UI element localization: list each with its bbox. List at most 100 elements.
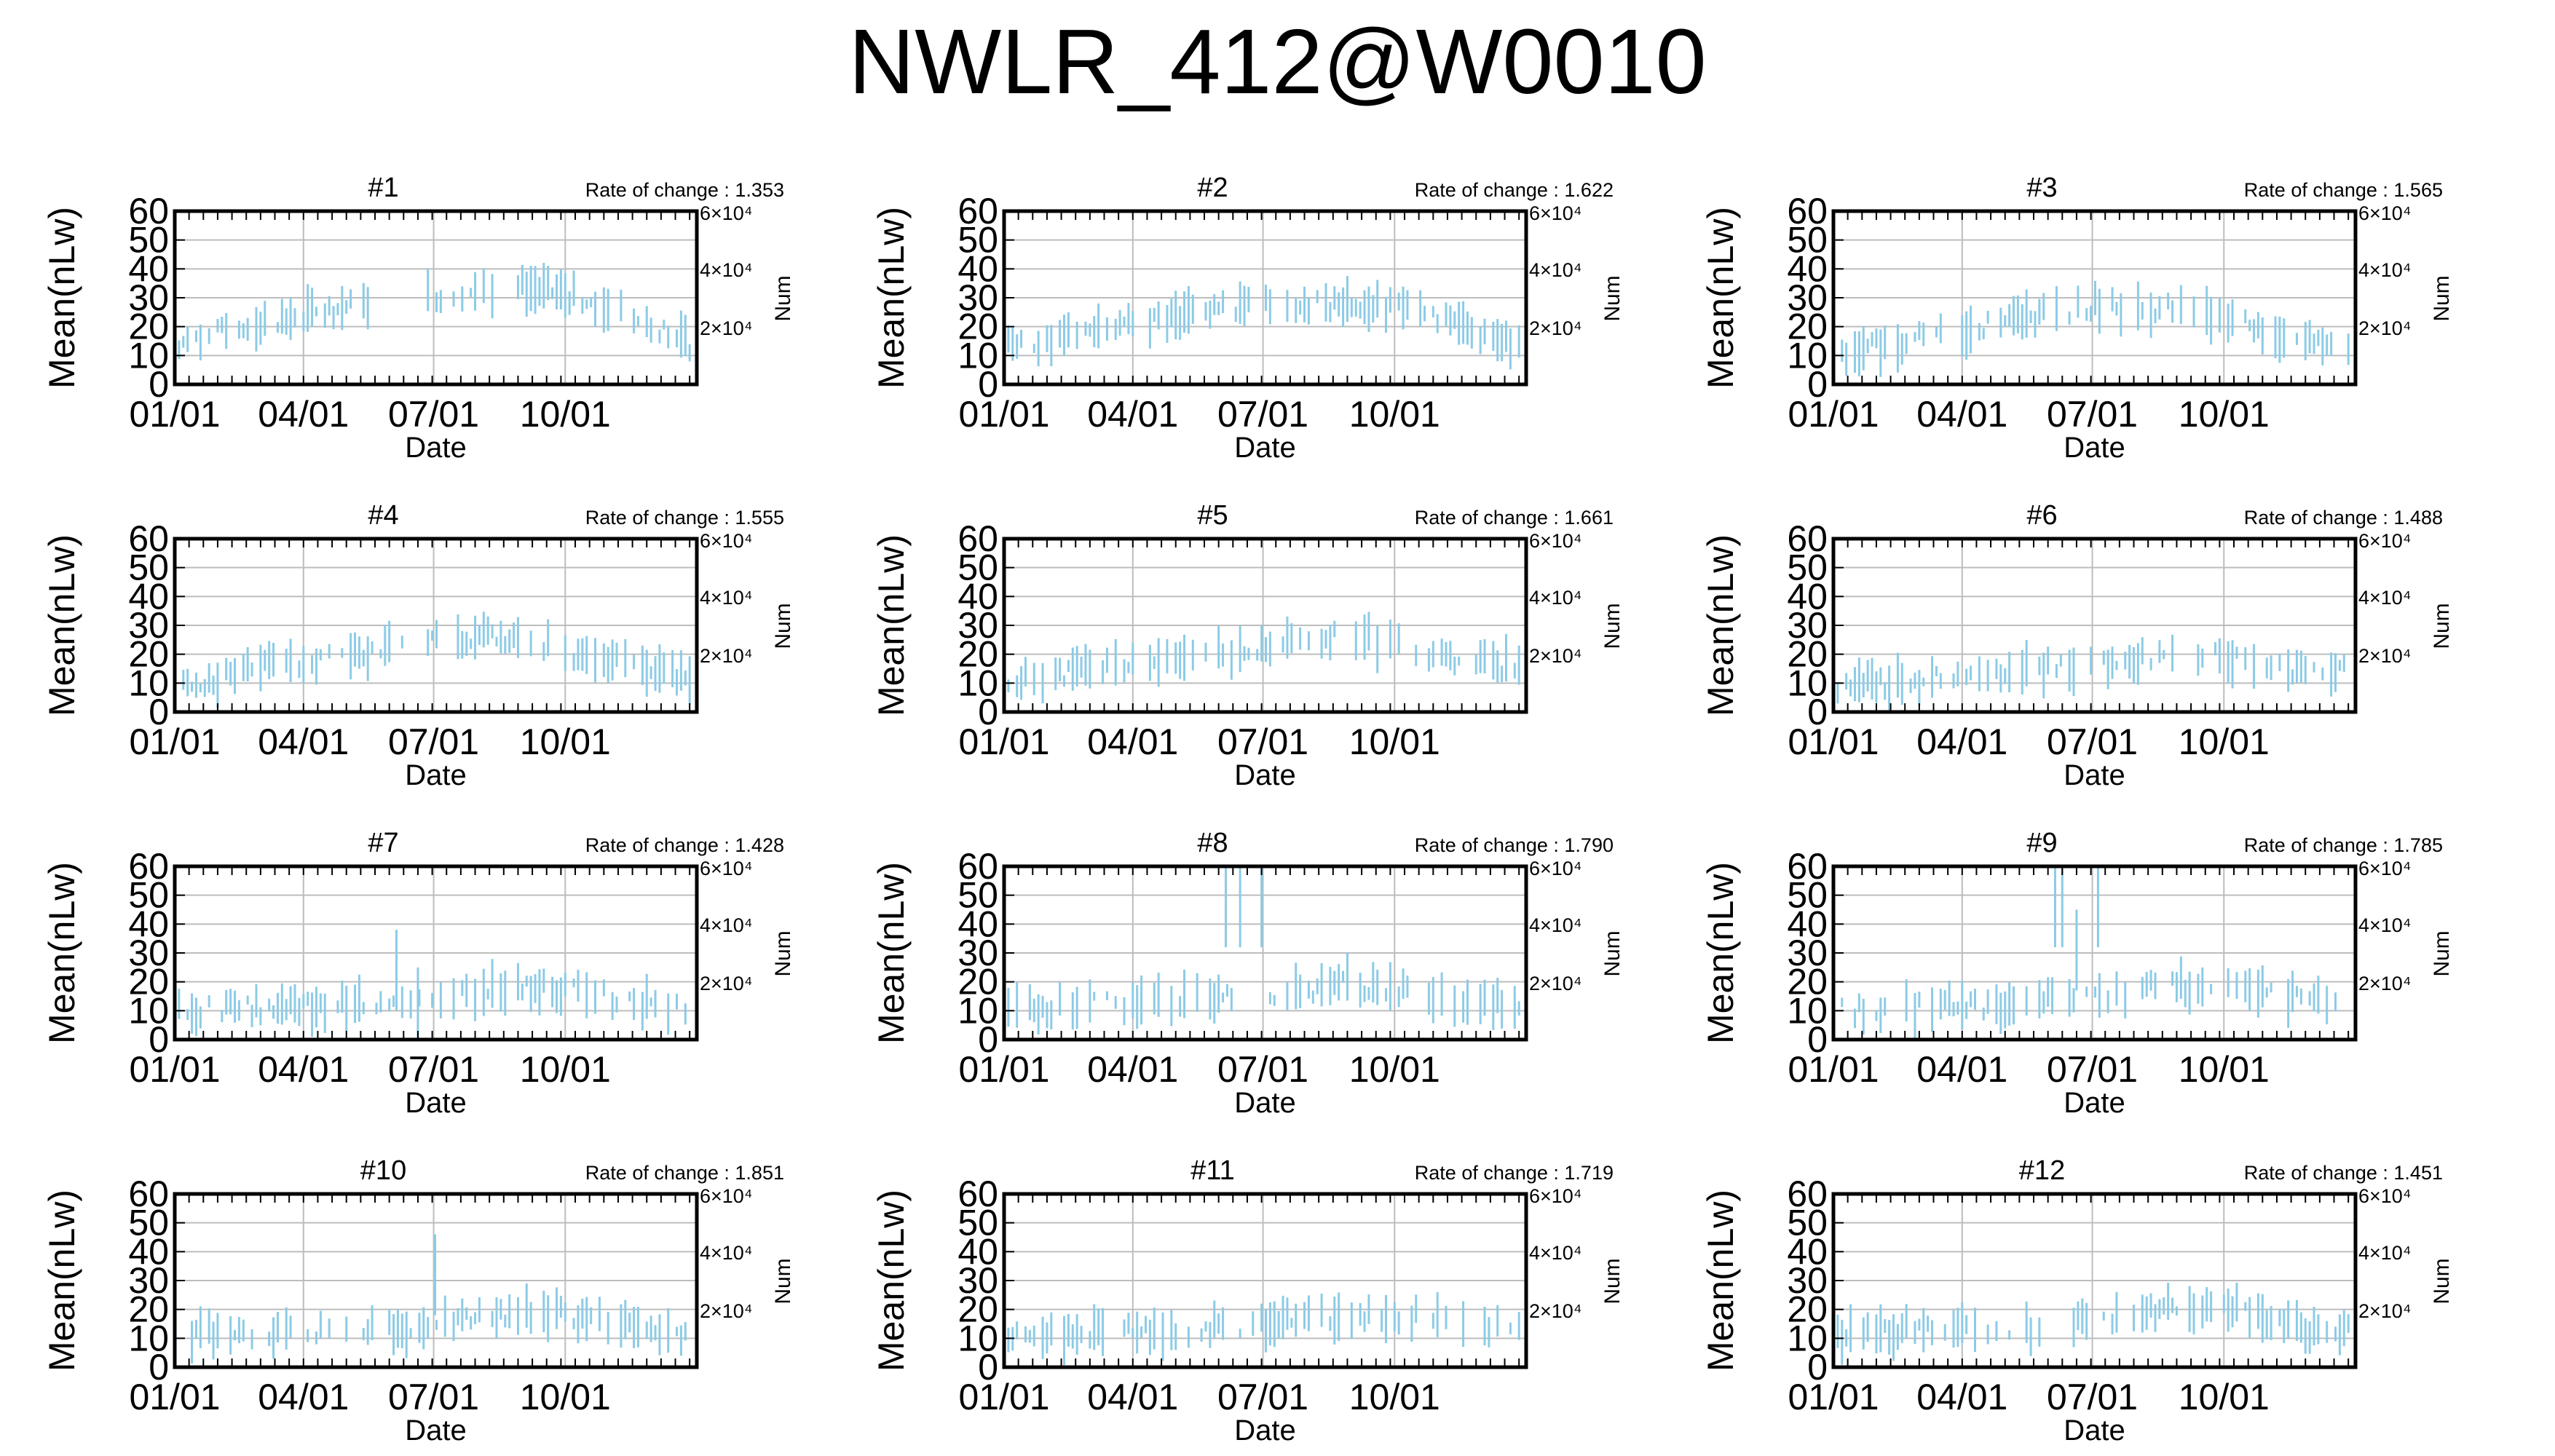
y-tick-label: 0	[978, 1347, 998, 1388]
y-tick-label: 60	[957, 1174, 998, 1214]
y-tick-label: 40	[1787, 248, 1828, 289]
y-tick-label: 30	[128, 933, 169, 973]
y-tick-label: 0	[978, 364, 998, 405]
right-axis-label: Num	[2430, 1258, 2454, 1304]
y-tick-label: 20	[1787, 306, 1828, 347]
right-tick-label: 4×10⁴	[700, 1242, 752, 1264]
panel-title: #2	[1197, 173, 1228, 203]
right-axis-label: Num	[2430, 275, 2454, 321]
x-axis-label: Date	[1234, 1415, 1296, 1447]
y-tick-label: 30	[1787, 277, 1828, 318]
y-tick-label: 20	[957, 634, 998, 675]
right-tick-label: 6×10⁴	[2358, 858, 2411, 879]
y-tick-label: 30	[957, 1260, 998, 1301]
right-tick-label: 2×10⁴	[1529, 973, 1581, 994]
x-axis-label: Date	[405, 1087, 467, 1119]
y-tick-label: 60	[1787, 518, 1828, 559]
x-tick-label: 07/01	[388, 1049, 479, 1090]
right-tick-label: 2×10⁴	[700, 973, 752, 994]
panel-title: #12	[2019, 1155, 2065, 1186]
right-tick-label: 2×10⁴	[1529, 1300, 1581, 1322]
x-tick-label: 01/01	[1788, 721, 1879, 762]
right-tick-label: 4×10⁴	[700, 587, 752, 609]
x-tick-label: 10/01	[520, 1377, 611, 1417]
y-tick-label: 0	[1807, 692, 1828, 732]
y-tick-label: 0	[149, 364, 169, 405]
x-tick-label: 07/01	[2047, 394, 2138, 435]
y-tick-label: 0	[1807, 1347, 1828, 1388]
x-tick-label: 04/01	[1916, 721, 2007, 762]
rate-of-change: Rate of change : 1.622	[1415, 179, 1614, 201]
y-tick-label: 30	[1787, 933, 1828, 973]
x-tick-label: 07/01	[388, 394, 479, 435]
x-axis-label: Date	[2064, 1087, 2125, 1119]
right-tick-label: 4×10⁴	[2358, 1242, 2411, 1264]
y-tick-label: 10	[957, 335, 998, 376]
x-tick-label: 07/01	[2047, 1377, 2138, 1417]
y-axis-label: Mean(nLw)	[871, 862, 912, 1044]
y-tick-label: 40	[957, 903, 998, 944]
y-tick-label: 0	[978, 1019, 998, 1060]
x-tick-label: 10/01	[520, 721, 611, 762]
y-tick-label: 50	[957, 220, 998, 261]
x-axis-label: Date	[405, 432, 467, 464]
x-tick-label: 01/01	[1788, 394, 1879, 435]
x-tick-label: 01/01	[129, 721, 220, 762]
rate-of-change: Rate of change : 1.661	[1415, 507, 1614, 529]
x-tick-label: 07/01	[388, 1377, 479, 1417]
rate-of-change: Rate of change : 1.353	[585, 179, 784, 201]
panel-title: #4	[368, 500, 398, 531]
right-tick-label: 2×10⁴	[700, 645, 752, 667]
right-tick-label: 2×10⁴	[700, 317, 752, 339]
x-tick-label: 07/01	[1217, 1377, 1308, 1417]
rate-of-change: Rate of change : 1.790	[1415, 834, 1614, 856]
x-tick-label: 10/01	[1349, 394, 1440, 435]
x-tick-label: 04/01	[1087, 394, 1178, 435]
x-tick-label: 01/01	[129, 394, 220, 435]
y-tick-label: 10	[1787, 1318, 1828, 1358]
y-tick-label: 10	[128, 1318, 169, 1358]
y-tick-label: 40	[128, 1231, 169, 1272]
panel-title: #7	[368, 828, 398, 858]
y-tick-label: 50	[1787, 1203, 1828, 1243]
right-tick-label: 6×10⁴	[2358, 1185, 2411, 1207]
x-tick-label: 01/01	[1788, 1377, 1879, 1417]
x-tick-label: 04/01	[258, 1377, 349, 1417]
y-axis-label: Mean(nLw)	[871, 534, 912, 716]
x-tick-label: 04/01	[1087, 1377, 1178, 1417]
right-tick-label: 4×10⁴	[2358, 587, 2411, 609]
y-axis-label: Mean(nLw)	[1700, 534, 1741, 716]
right-axis-label: Num	[1600, 603, 1624, 649]
x-tick-label: 04/01	[1087, 721, 1178, 762]
right-axis-label: Num	[2430, 930, 2454, 976]
rate-of-change: Rate of change : 1.785	[2244, 834, 2443, 856]
y-tick-label: 10	[128, 990, 169, 1031]
y-tick-label: 0	[978, 692, 998, 732]
y-axis-label: Mean(nLw)	[42, 534, 82, 716]
right-tick-label: 6×10⁴	[1529, 858, 1581, 879]
x-axis-label: Date	[1234, 1087, 1296, 1119]
y-tick-label: 20	[1787, 962, 1828, 1002]
panel-title: #5	[1197, 500, 1228, 531]
panel-title: #6	[2026, 500, 2057, 531]
y-tick-label: 10	[128, 335, 169, 376]
right-tick-label: 2×10⁴	[2358, 317, 2411, 339]
right-tick-label: 6×10⁴	[2358, 530, 2411, 552]
y-tick-label: 10	[1787, 990, 1828, 1031]
x-axis-label: Date	[1234, 759, 1296, 791]
y-tick-label: 40	[957, 576, 998, 617]
y-tick-label: 20	[957, 1289, 998, 1330]
x-tick-label: 01/01	[129, 1049, 220, 1090]
y-tick-label: 30	[1787, 1260, 1828, 1301]
y-tick-label: 20	[957, 962, 998, 1002]
y-tick-label: 50	[128, 220, 169, 261]
y-tick-label: 50	[1787, 220, 1828, 261]
y-tick-label: 40	[1787, 576, 1828, 617]
right-axis-label: Num	[2430, 603, 2454, 649]
